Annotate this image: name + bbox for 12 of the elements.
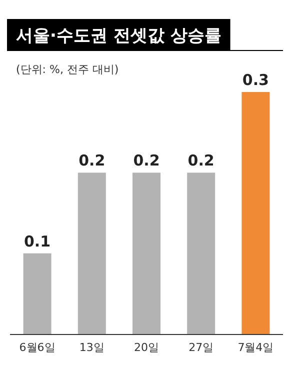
data-label: 0.2	[133, 152, 160, 170]
title: 서울·수도권 전셋값 상승률	[16, 26, 222, 46]
data-label: 0.2	[78, 152, 106, 170]
x-tick-label: 7월4일	[238, 341, 274, 354]
x-tick-label: 27일	[188, 341, 214, 354]
data-label: 0.3	[242, 71, 269, 89]
x-tick-label: 6월6일	[19, 341, 56, 354]
subtitle: (단위: %, 전주 대비)	[16, 63, 119, 76]
x-tick-label: 13일	[79, 341, 104, 354]
x-tick-label: 20일	[134, 341, 159, 354]
data-label: 0.1	[24, 232, 51, 250]
data-label: 0.2	[188, 152, 214, 170]
